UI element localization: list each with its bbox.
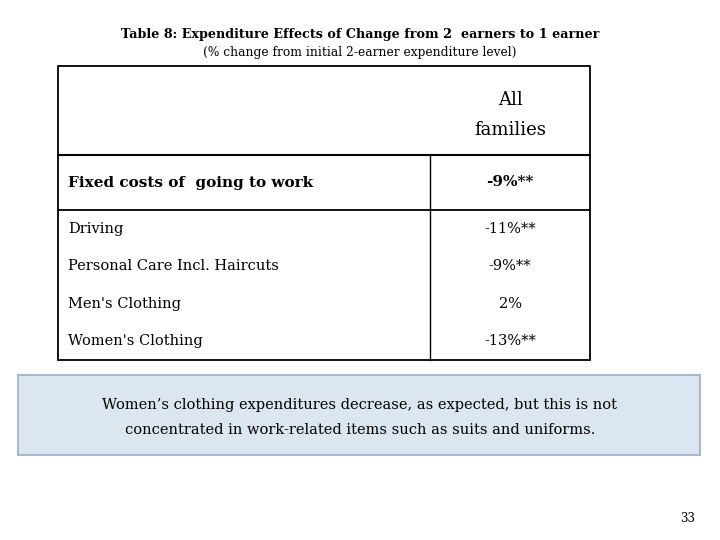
Text: -9%**: -9%** xyxy=(489,259,531,273)
Text: 33: 33 xyxy=(680,512,695,525)
FancyBboxPatch shape xyxy=(18,375,700,455)
Text: Women’s clothing expenditures decrease, as expected, but this is not: Women’s clothing expenditures decrease, … xyxy=(102,398,618,412)
Text: -9%**: -9%** xyxy=(487,176,534,190)
Text: families: families xyxy=(474,121,546,139)
Text: 2%: 2% xyxy=(498,297,521,310)
Text: All: All xyxy=(498,91,523,109)
Text: Fixed costs of  going to work: Fixed costs of going to work xyxy=(68,176,313,190)
Text: concentrated in work-related items such as suits and uniforms.: concentrated in work-related items such … xyxy=(125,423,595,437)
Text: (% change from initial 2-earner expenditure level): (% change from initial 2-earner expendit… xyxy=(203,46,517,59)
Text: Driving: Driving xyxy=(68,222,123,236)
Text: -11%**: -11%** xyxy=(484,222,536,236)
Bar xyxy=(58,66,590,360)
Text: Personal Care Incl. Haircuts: Personal Care Incl. Haircuts xyxy=(68,259,279,273)
Text: -13%**: -13%** xyxy=(484,334,536,348)
Text: Men's Clothing: Men's Clothing xyxy=(68,297,181,310)
Text: Table 8: Expenditure Effects of Change from 2  earners to 1 earner: Table 8: Expenditure Effects of Change f… xyxy=(121,28,599,41)
Text: Women's Clothing: Women's Clothing xyxy=(68,334,203,348)
